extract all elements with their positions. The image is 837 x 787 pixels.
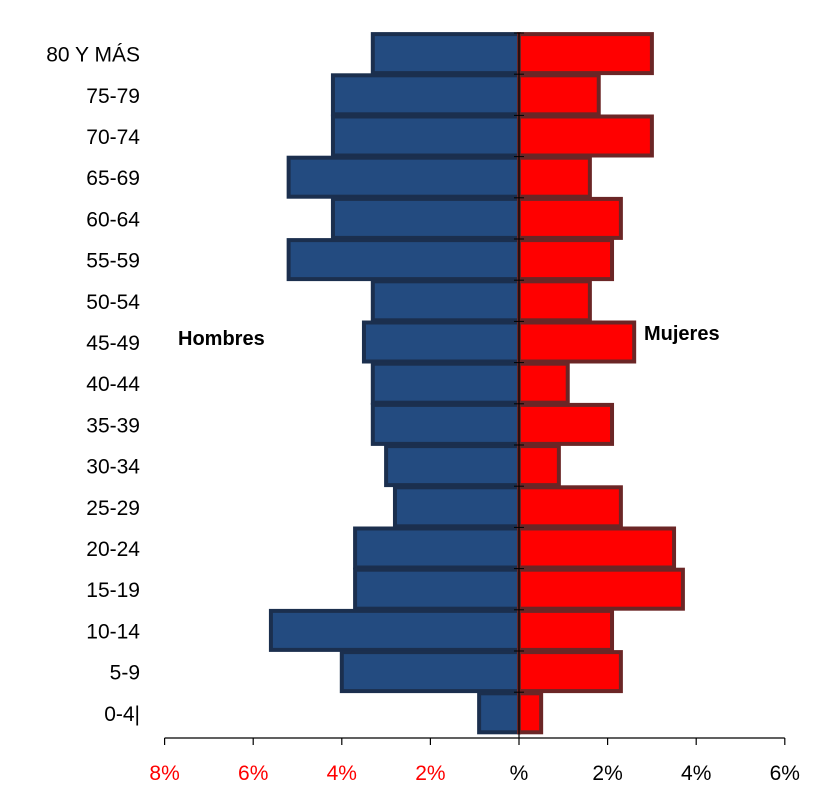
- x-tick-label: 6%: [770, 762, 800, 785]
- x-tick-labels: 8% 6% 4% 2%% 2% 4% 6%: [149, 762, 800, 785]
- bar-hombres-5-9: [339, 650, 521, 694]
- bar-hombres-35-39: [370, 402, 521, 446]
- bar-mujeres-40-44: [517, 361, 570, 405]
- bar-mujeres-75-79: [517, 73, 601, 117]
- x-tick-label: 4%: [681, 762, 711, 785]
- category-label: 35-39: [86, 414, 140, 437]
- bar-hombres-75-79: [330, 73, 521, 117]
- x-tick-label: 6%: [238, 762, 268, 785]
- category-label: 30-34: [86, 456, 140, 479]
- bar-mujeres-50-54: [517, 279, 592, 323]
- category-label: 65-69: [86, 167, 140, 190]
- bars-mujeres: [517, 32, 685, 735]
- category-label: 10-14: [86, 620, 140, 643]
- x-tick-label: 2%: [415, 762, 445, 785]
- bar-hombres-40-44: [370, 361, 521, 405]
- category-label: 70-74: [86, 126, 140, 149]
- bar-hombres-10-14: [268, 608, 522, 652]
- bar-mujeres-30-34: [517, 444, 561, 488]
- category-label: 40-44: [86, 373, 140, 396]
- bar-hombres-70-74: [330, 114, 521, 158]
- bar-mujeres-35-39: [517, 402, 615, 446]
- bar-hombres-55-59: [286, 238, 522, 282]
- category-label: 0-4|: [104, 703, 140, 726]
- bar-hombres-20-24: [353, 526, 521, 570]
- x-tick-label: 2%: [592, 762, 622, 785]
- bar-hombres-60-64: [330, 196, 521, 240]
- bar-hombres-15-19: [353, 567, 521, 611]
- bar-hombres-65-69: [286, 155, 522, 199]
- bar-mujeres-25-29: [517, 485, 623, 529]
- bar-hombres-30-34: [384, 444, 521, 488]
- x-tick-label: 8%: [149, 762, 179, 785]
- x-tick-label: 4%: [327, 762, 357, 785]
- category-label: 60-64: [86, 208, 140, 231]
- category-label: 50-54: [86, 291, 140, 314]
- category-label: 5-9: [110, 662, 140, 685]
- bar-hombres-80 Y MÁS: [370, 32, 521, 76]
- bar-mujeres-15-19: [517, 567, 685, 611]
- bar-hombres-45-49: [361, 320, 522, 364]
- bars-hombres: [268, 32, 522, 735]
- bar-mujeres-10-14: [517, 608, 615, 652]
- bar-mujeres-60-64: [517, 196, 623, 240]
- bar-mujeres-70-74: [517, 114, 654, 158]
- series-label-hombres: Hombres: [178, 328, 265, 350]
- x-tick-label: %: [510, 762, 529, 785]
- axes: [164, 32, 786, 745]
- bar-mujeres-5-9: [517, 650, 623, 694]
- series-label-mujeres: Mujeres: [644, 323, 720, 345]
- category-label: 20-24: [86, 538, 140, 561]
- bar-mujeres-45-49: [517, 320, 637, 364]
- bar-hombres-50-54: [370, 279, 521, 323]
- bar-mujeres-80 Y MÁS: [517, 32, 654, 76]
- bar-hombres-25-29: [392, 485, 521, 529]
- category-label: 15-19: [86, 579, 140, 602]
- bar-mujeres-65-69: [517, 155, 592, 199]
- bar-hombres-0-4|: [477, 691, 522, 735]
- category-label: 75-79: [86, 85, 140, 108]
- bar-mujeres-55-59: [517, 238, 615, 282]
- bar-mujeres-0-4|: [517, 691, 544, 735]
- bar-mujeres-20-24: [517, 526, 677, 570]
- category-label: 25-29: [86, 497, 140, 520]
- category-label: 80 Y MÁS: [46, 44, 140, 67]
- category-label: 45-49: [86, 332, 140, 355]
- category-label: 55-59: [86, 250, 140, 273]
- category-labels: 80 Y MÁS 75-79 70-74 65-69 60-64 55-59 50-54 45…: [46, 44, 140, 726]
